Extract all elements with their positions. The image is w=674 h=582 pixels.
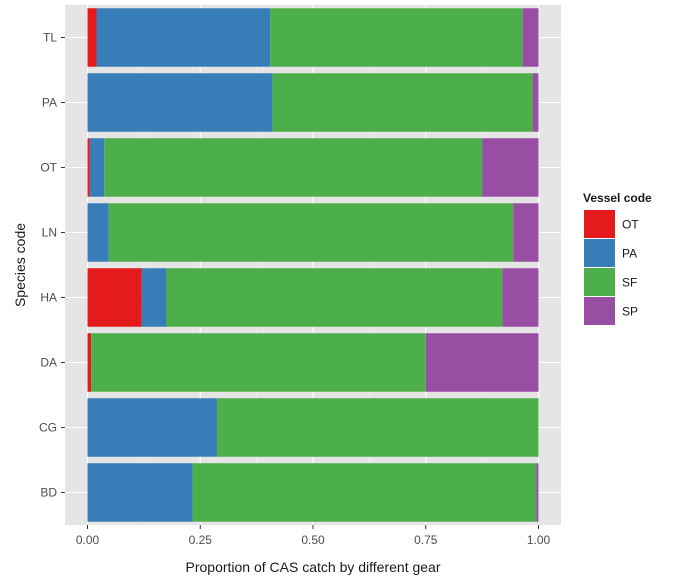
legend-key-OT — [584, 210, 615, 238]
bar-segment-CG-SF — [216, 398, 539, 457]
legend-label-SP: SP — [622, 305, 638, 319]
legend-label-OT: OT — [622, 218, 639, 232]
bar-segment-HA-SF — [166, 268, 503, 327]
y-axis-title: Species code — [12, 223, 28, 307]
bar-segment-BD-PA — [87, 463, 193, 522]
bar-segment-BD-SP — [536, 463, 539, 522]
x-axis-title: Proportion of CAS catch by different gea… — [186, 559, 441, 575]
legend-key-SF — [584, 268, 615, 296]
x-tick-label: 0.50 — [301, 533, 325, 547]
legend-label-SF: SF — [622, 276, 637, 290]
bar-segment-HA-PA — [141, 268, 167, 327]
bar-segment-TL-OT — [87, 8, 97, 67]
bars — [87, 8, 539, 522]
bar-segment-PA-SP — [532, 73, 539, 132]
bar-segment-CG-PA — [87, 398, 217, 457]
bar-segment-DA-OT — [87, 333, 92, 392]
bar-segment-LN-SF — [108, 203, 514, 262]
y-tick-label: LN — [42, 226, 57, 240]
bar-segment-TL-SP — [522, 8, 539, 67]
y-tick-label: DA — [40, 356, 57, 370]
legend-key-PA — [584, 239, 615, 267]
legend-key-SP — [584, 297, 615, 325]
legend-items: OT PA SF SP — [584, 210, 639, 325]
legend-label-PA: PA — [622, 247, 637, 261]
bar-segment-PA-PA — [87, 73, 273, 132]
bar-segment-DA-SF — [91, 333, 426, 392]
bar-segment-DA-SP — [425, 333, 539, 392]
bar-segment-PA-SF — [272, 73, 533, 132]
bar-segment-OT-OT — [87, 138, 90, 197]
legend-title: Vessel code — [583, 191, 652, 205]
bar-segment-LN-SP — [513, 203, 539, 262]
bar-segment-HA-SP — [502, 268, 539, 327]
x-tick-label: 0.00 — [76, 533, 100, 547]
bar-segment-HA-OT — [87, 268, 142, 327]
legend: Vessel code OT PA SF SP — [583, 191, 652, 325]
bar-segment-TL-PA — [96, 8, 271, 67]
bar-segment-OT-SP — [482, 138, 539, 197]
x-tick-label: 1.00 — [527, 533, 551, 547]
y-tick-label: OT — [40, 161, 57, 175]
bar-segment-OT-PA — [89, 138, 105, 197]
bar-segment-OT-SF — [104, 138, 483, 197]
x-axis: 0.00 0.25 0.50 0.75 1.00 — [76, 525, 551, 547]
y-tick-label: BD — [40, 486, 57, 500]
y-tick-label: PA — [42, 96, 57, 110]
y-tick-label: HA — [40, 291, 57, 305]
x-tick-label: 0.75 — [414, 533, 438, 547]
y-axis: BD CG DA HA LN OT PA TL — [39, 31, 65, 500]
bar-segment-LN-PA — [87, 203, 109, 262]
bar-segment-TL-SF — [270, 8, 523, 67]
x-tick-label: 0.25 — [189, 533, 213, 547]
bar-segment-BD-SF — [192, 463, 537, 522]
y-tick-label: TL — [43, 31, 57, 45]
y-tick-label: CG — [39, 421, 57, 435]
